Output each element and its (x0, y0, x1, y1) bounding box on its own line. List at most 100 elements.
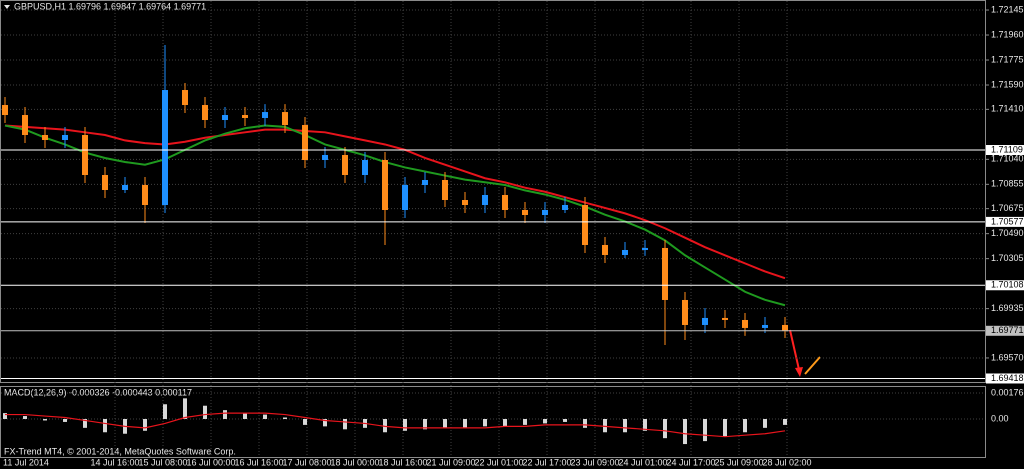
price-level-label: 1.70108 (991, 280, 1024, 290)
macd-bar (583, 418, 587, 428)
candle-body (122, 185, 128, 191)
x-tick-label: 24 Jul 17:00 (666, 457, 715, 467)
macd-bar (743, 418, 747, 433)
candle-body (382, 160, 388, 210)
y-tick-label: 1.69570 (991, 352, 1024, 362)
macd-bar (83, 418, 87, 428)
macd-bar (223, 410, 227, 419)
candle-body (162, 90, 168, 205)
macd-bar (163, 404, 167, 419)
y-tick-label: 1.71775 (991, 54, 1024, 64)
price-level-box (986, 280, 1024, 291)
macd-bar (603, 418, 607, 433)
candle-body (2, 105, 8, 116)
macd-bar (263, 414, 267, 419)
candle-body (702, 317, 708, 325)
macd-bar (543, 418, 547, 424)
x-tick-label: 18 Jul 16:00 (378, 457, 427, 467)
macd-bar (443, 418, 447, 428)
y-tick-label: 1.71040 (991, 154, 1024, 164)
arrow-up (804, 356, 821, 375)
macd-bar (783, 418, 787, 425)
candle-body (402, 185, 408, 210)
macd-bar (23, 416, 27, 419)
candle-body (622, 249, 628, 255)
x-tick-label: 16 Jul 00:00 (186, 457, 235, 467)
macd-bar (3, 413, 7, 419)
price-level-label: 1.70577 (991, 216, 1024, 226)
candle-body (202, 105, 208, 121)
macd-bar (403, 418, 407, 431)
chart-title: GBPUSD,H1 1.69796 1.69847 1.69764 1.6977… (14, 1, 206, 11)
candle-body (482, 194, 488, 205)
candle-body (42, 135, 48, 141)
macd-bar (423, 418, 427, 430)
macd-bar (303, 418, 307, 425)
candle-body (662, 247, 668, 300)
x-tick-label: 25 Jul 09:00 (714, 457, 763, 467)
candle-body (182, 90, 188, 106)
candle-body (222, 115, 228, 121)
macd-bar (243, 413, 247, 419)
x-tick-label: 23 Jul 09:00 (570, 457, 619, 467)
x-tick-label: 11 Jul 2014 (3, 457, 49, 467)
y-tick-label: 1.71590 (991, 79, 1024, 89)
macd-tick-label: 0.00 (991, 413, 1009, 423)
macd-bar (683, 418, 687, 445)
x-tick-label: 14 Jul 16:00 (90, 457, 139, 467)
candle-body (22, 115, 28, 136)
macd-bar (203, 405, 207, 419)
macd-bar (663, 418, 667, 439)
candle-body (422, 180, 428, 186)
macd-bar (103, 418, 107, 433)
macd-bar (143, 418, 147, 431)
y-tick-label: 1.69935 (991, 303, 1024, 313)
candle-body (602, 244, 608, 255)
candle-body (782, 324, 788, 331)
x-tick-label: 18 Jul 00:00 (330, 457, 379, 467)
candle-body (362, 160, 368, 176)
candle-body (562, 204, 568, 210)
candle-body (62, 135, 68, 141)
candle-body (762, 324, 768, 328)
macd-tick-label: 0.001766 (991, 387, 1024, 397)
macd-bar (483, 418, 487, 427)
y-tick-label: 1.70305 (991, 253, 1024, 263)
moving-average (4, 124, 786, 280)
y-tick-label: 1.71410 (991, 104, 1024, 114)
x-tick-label: 15 Jul 08:00 (138, 457, 187, 467)
macd-label: MACD(12,26,9) -0.000326 -0.000443 0.0001… (4, 387, 192, 397)
macd-bar (503, 418, 507, 427)
candle-body (302, 125, 308, 161)
x-tick-label: 24 Jul 01:00 (618, 457, 667, 467)
macd-bar (623, 418, 627, 433)
macd-bar (63, 418, 67, 422)
arrow-down (789, 329, 801, 375)
candle-body (102, 175, 108, 191)
macd-bar (563, 418, 567, 422)
macd-bar (523, 418, 527, 425)
y-tick-label: 1.70490 (991, 228, 1024, 238)
candle-body (442, 180, 448, 200)
macd-bar (383, 418, 387, 433)
candle-body (82, 135, 88, 176)
x-tick-label: 21 Jul 09:00 (426, 457, 475, 467)
macd-signal (5, 412, 786, 438)
price-level-box (986, 373, 1024, 384)
y-tick-label: 1.70855 (991, 179, 1024, 189)
x-tick-label: 22 Jul 17:00 (522, 457, 571, 467)
price-level-label: 1.69771 (991, 325, 1024, 335)
footer: FX-Trend MT4, © 2001-2014, MetaQuotes So… (4, 446, 236, 456)
candle-body (142, 185, 148, 205)
candle-body (242, 115, 248, 118)
candle-body (542, 209, 548, 215)
candle-body (682, 299, 688, 325)
y-tick-label: 1.70675 (991, 203, 1024, 213)
macd-bar (763, 418, 767, 428)
forecast-arrows (789, 329, 821, 377)
x-tick-label: 28 Jul 02:00 (762, 457, 811, 467)
x-tick-label: 17 Jul 08:00 (282, 457, 331, 467)
candle-body (502, 194, 508, 210)
macd-bar (463, 418, 467, 428)
